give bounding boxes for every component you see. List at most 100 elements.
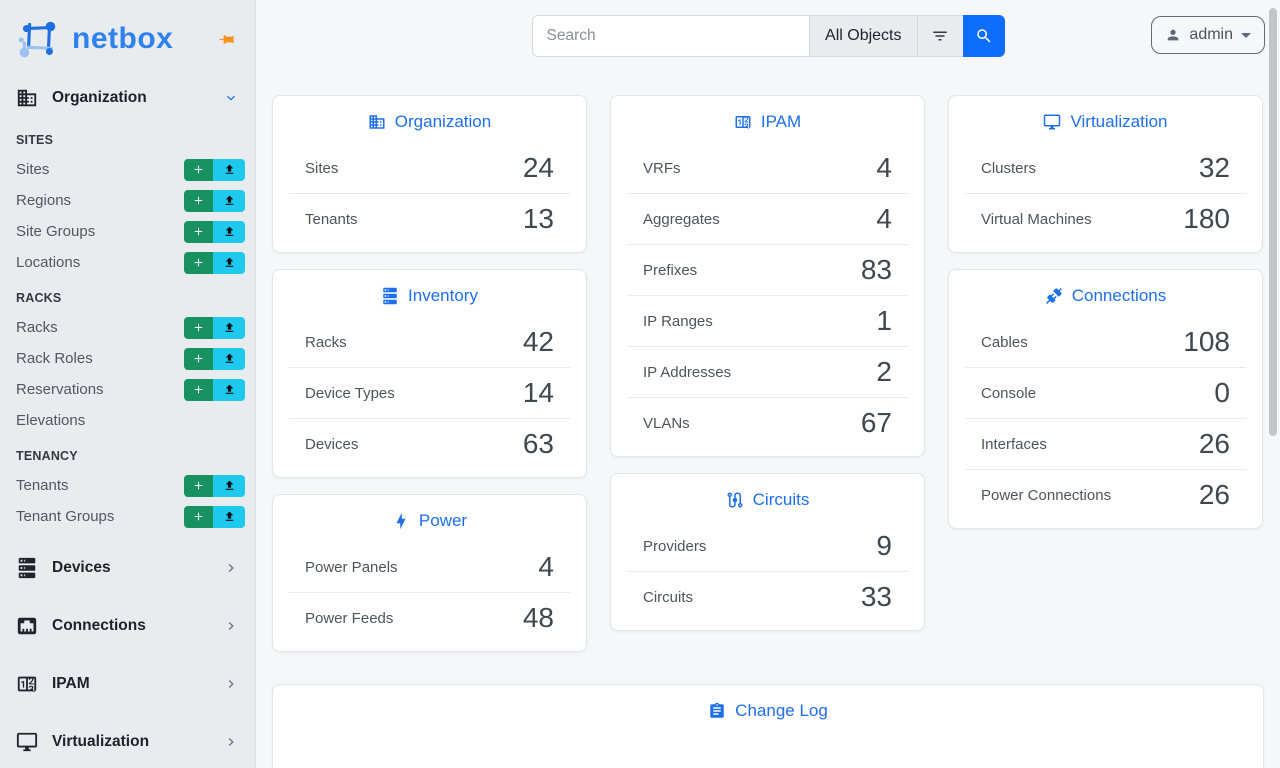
stat-value[interactable]: 63 [522,428,554,459]
import-button[interactable] [213,220,245,243]
sidebar-link[interactable]: Racks [16,319,58,336]
plus-icon [192,225,205,238]
add-button[interactable] [184,158,213,181]
import-button[interactable] [213,251,245,274]
stat-label: Tenants [305,210,358,228]
upload-icon [223,321,236,334]
stat-value[interactable]: 67 [860,407,892,438]
sidebar-link[interactable]: Rack Roles [16,350,93,367]
import-button[interactable] [213,316,245,339]
stat-label: Prefixes [643,261,698,279]
sidebar-group-devices[interactable]: Devices [0,546,255,590]
stat-value[interactable]: 108 [1183,326,1230,357]
upload-icon [223,352,236,365]
stat-value[interactable]: 0 [1214,377,1230,408]
card-organization-title[interactable]: Organization [273,96,586,143]
import-button[interactable] [213,347,245,370]
import-button[interactable] [213,189,245,212]
card-circuits-title[interactable]: Circuits [611,474,924,521]
import-button[interactable] [213,378,245,401]
search-scope-select[interactable]: All Objects [809,15,917,57]
sidebar-link[interactable]: Tenant Groups [16,508,115,525]
card-inventory-title[interactable]: Inventory [273,270,586,317]
card-ipam-title[interactable]: IPAM [611,96,924,143]
stat-value[interactable]: 1 [876,305,892,336]
import-button[interactable] [213,474,245,497]
stat-value[interactable]: 180 [1183,203,1230,234]
sidebar-group-organization[interactable]: Organization [0,76,255,120]
card-title-text: Change Log [735,701,828,720]
add-button[interactable] [184,220,213,243]
sidebar-link[interactable]: Regions [16,192,72,209]
sidebar-link[interactable]: Site Groups [16,223,96,240]
card-change-log-title[interactable]: Change Log [273,685,1263,732]
stat-value[interactable]: 24 [522,152,554,183]
stat-label: IP Addresses [643,363,732,381]
card-circuits: Circuits Providers 9 Circuits 33 [610,473,925,631]
topbar: All Objects admin [256,0,1280,72]
card-virtualization: Virtualization Clusters 32 Virtual Machi… [948,95,1263,253]
counter-icon [734,113,752,131]
stat-value[interactable]: 33 [860,581,892,612]
stat-value[interactable]: 2 [876,356,892,387]
upload-icon [223,383,236,396]
building-icon [368,113,386,131]
stat-value[interactable]: 14 [522,377,554,408]
pin-sidebar-button[interactable] [215,28,237,50]
server-icon [381,287,399,305]
stat-row: VRFs 4 [627,143,908,193]
stat-value[interactable]: 26 [1198,479,1230,510]
sidebar-group-ipam[interactable]: IPAM [0,662,255,706]
sidebar-section-sites: SITES [16,133,54,147]
filter-button[interactable] [916,15,963,57]
brand-name[interactable]: netbox [72,22,174,55]
cable-connection-icon [1045,287,1063,305]
stat-value[interactable]: 83 [860,254,892,285]
card-power-title[interactable]: Power [273,495,586,542]
stat-label: Cables [981,333,1028,351]
group-label: Connections [52,617,146,634]
sidebar-group-virtualization[interactable]: Virtualization [0,720,255,764]
add-button[interactable] [184,505,213,528]
sidebar-link[interactable]: Reservations [16,381,104,398]
stat-value[interactable]: 9 [876,530,892,561]
netbox-logo-icon[interactable] [14,14,64,64]
sidebar-link[interactable]: Sites [16,161,50,178]
stat-row: Power Feeds 48 [289,592,570,643]
search-button[interactable] [962,15,1005,57]
upload-icon [223,510,236,523]
upload-icon [223,479,236,492]
import-button[interactable] [213,505,245,528]
add-button[interactable] [184,474,213,497]
stat-value[interactable]: 42 [522,326,554,357]
card-virtualization-title[interactable]: Virtualization [949,96,1262,143]
card-title-text: Circuits [752,490,810,509]
sidebar-link[interactable]: Elevations [16,412,86,429]
import-button[interactable] [213,158,245,181]
stat-value[interactable]: 4 [538,551,554,582]
add-button[interactable] [184,189,213,212]
user-menu-button[interactable]: admin [1151,16,1265,54]
add-button[interactable] [184,347,213,370]
stat-value[interactable]: 4 [876,203,892,234]
add-button[interactable] [184,316,213,339]
card-title-text: Virtualization [1070,112,1168,131]
card-connections-title[interactable]: Connections [949,270,1262,317]
add-button[interactable] [184,251,213,274]
stat-value[interactable]: 48 [522,602,554,633]
sidebar-item-reservations: Reservations [0,374,255,405]
add-button[interactable] [184,378,213,401]
sidebar-group-connections[interactable]: Connections [0,604,255,648]
sidebar-link[interactable]: Tenants [16,477,69,494]
stat-value[interactable]: 32 [1198,152,1230,183]
counter-icon [16,673,38,695]
stat-value[interactable]: 13 [522,203,554,234]
vertical-scrollbar[interactable] [1269,8,1277,436]
stat-value[interactable]: 4 [876,152,892,183]
search-input[interactable] [531,15,810,57]
stat-row: Cables 108 [965,317,1246,367]
stat-value[interactable]: 26 [1198,428,1230,459]
sidebar-link[interactable]: Locations [16,254,81,271]
sidebar-item-locations: Locations [0,247,255,278]
plus-icon [192,383,205,396]
